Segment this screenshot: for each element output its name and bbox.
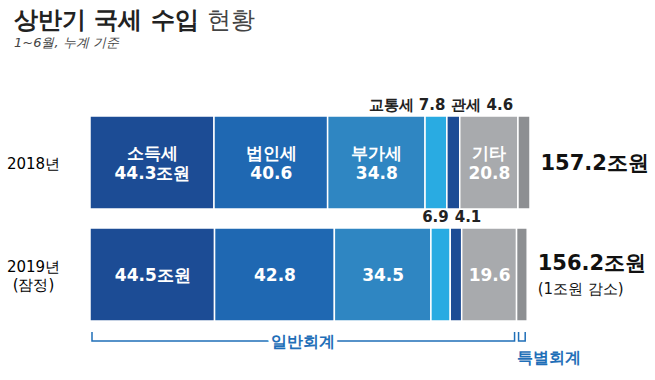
svg-text:19.6: 19.6 [469,265,511,285]
svg-text:교통세 7.8: 교통세 7.8 [369,96,446,114]
svg-text:2018년: 2018년 [7,155,60,173]
html-text:상반기 국세 수입현황: 상반기 국세 수입현황 [14,6,256,34]
svg-text:부가세34.8: 부가세34.8 [351,143,402,183]
svg-text:6.9: 6.9 [422,208,449,226]
svg-text:특별회계: 특별회계 [517,348,581,367]
svg-text:34.5: 34.5 [362,265,404,285]
svg-text:157.2조원: 157.2조원 [541,151,649,175]
svg-text:(1조원 감소): (1조원 감소) [538,280,624,298]
svg-text:4.1: 4.1 [455,208,482,226]
svg-text:44.5조원: 44.5조원 [115,265,191,285]
svg-text:관세 4.6: 관세 4.6 [451,96,513,114]
svg-text:42.8: 42.8 [254,265,296,285]
html-text:1~6월, 누계 기준: 1~6월, 누계 기준 [14,35,119,50]
svg-text:법인세40.6: 법인세40.6 [246,143,297,183]
svg-text:기타20.8: 기타20.8 [468,143,510,183]
svg-text:156.2조원: 156.2조원 [538,251,646,275]
svg-text:소득세44.3조원: 소득세44.3조원 [115,143,191,183]
svg-text:2019년(잠정): 2019년(잠정) [7,258,60,295]
svg-text:일반회계: 일반회계 [271,332,335,351]
